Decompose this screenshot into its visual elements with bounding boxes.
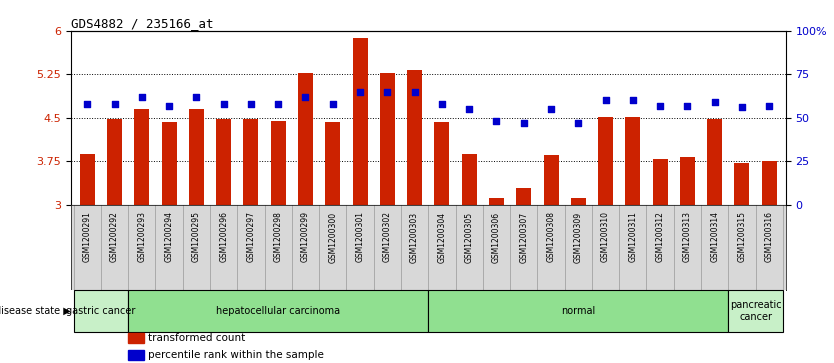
Point [380,89,394,95]
Point [189,94,203,100]
Point [571,120,585,126]
Bar [73,290,128,332]
Bar [680,157,695,205]
Text: GSM1200308: GSM1200308 [546,212,555,262]
Bar [435,122,450,205]
Point [463,106,476,112]
Bar [244,119,259,205]
Point [217,101,230,107]
Text: GSM1200302: GSM1200302 [383,212,392,262]
Point [545,106,558,112]
Text: GSM1200303: GSM1200303 [410,212,420,262]
Point [354,89,367,95]
Bar [428,290,728,332]
Text: GSM1200315: GSM1200315 [737,212,746,262]
Text: GSM1200292: GSM1200292 [110,212,119,262]
Bar [162,122,177,205]
Text: gastric cancer: gastric cancer [66,306,136,316]
Point [599,98,612,103]
Text: GSM1200299: GSM1200299 [301,212,310,262]
Text: hepatocellular carcinoma: hepatocellular carcinoma [216,306,340,316]
Bar [298,73,313,205]
Bar [128,333,143,343]
Point [762,103,776,109]
Bar [128,290,428,332]
Bar [407,70,422,205]
Point [654,103,667,109]
Bar [462,154,477,205]
Bar [128,350,143,360]
Text: GSM1200311: GSM1200311 [628,212,637,262]
Point [736,105,749,110]
Bar [761,161,776,205]
Text: GDS4882 / 235166_at: GDS4882 / 235166_at [71,17,214,30]
Text: GSM1200312: GSM1200312 [656,212,665,262]
Point [490,118,503,124]
Point [244,101,258,107]
Text: GSM1200304: GSM1200304 [437,212,446,262]
Text: GSM1200295: GSM1200295 [192,212,201,262]
Text: GSM1200298: GSM1200298 [274,212,283,262]
Text: GSM1200310: GSM1200310 [601,212,610,262]
Point [408,89,421,95]
Text: GSM1200307: GSM1200307 [520,212,528,262]
Text: GSM1200291: GSM1200291 [83,212,92,262]
Text: GSM1200309: GSM1200309 [574,212,583,262]
Bar [516,188,531,205]
Text: GSM1200314: GSM1200314 [711,212,719,262]
Point [517,120,530,126]
Bar [489,198,504,205]
Bar [188,109,203,205]
Bar [107,119,122,205]
Point [626,98,640,103]
Point [135,94,148,100]
Point [81,101,94,107]
Text: GSM1200316: GSM1200316 [765,212,774,262]
Bar [134,109,149,205]
Bar [325,122,340,205]
Text: GSM1200306: GSM1200306 [492,212,501,262]
Text: GSM1200300: GSM1200300 [329,212,337,262]
Bar [626,117,641,205]
Bar [379,73,394,205]
Text: GSM1200293: GSM1200293 [138,212,146,262]
Text: GSM1200305: GSM1200305 [465,212,474,262]
Bar [216,119,231,205]
Point [708,99,721,105]
Text: GSM1200297: GSM1200297 [246,212,255,262]
Text: percentile rank within the sample: percentile rank within the sample [148,350,324,360]
Point [108,101,121,107]
Point [326,101,339,107]
Text: transformed count: transformed count [148,333,245,343]
Bar [735,163,750,205]
Text: normal: normal [561,306,595,316]
Text: GSM1200296: GSM1200296 [219,212,229,262]
Bar [653,159,668,205]
Bar [544,155,559,205]
Point [681,103,694,109]
Text: GSM1200313: GSM1200313 [683,212,692,262]
Bar [598,117,613,205]
Bar [353,38,368,205]
Bar [707,119,722,205]
Text: GSM1200301: GSM1200301 [355,212,364,262]
Bar [570,198,585,205]
Bar [728,290,783,332]
Point [163,103,176,109]
Text: disease state ▶: disease state ▶ [0,306,70,316]
Point [299,94,312,100]
Point [435,101,449,107]
Bar [271,121,286,205]
Text: pancreatic
cancer: pancreatic cancer [730,300,781,322]
Point [272,101,285,107]
Bar [80,154,95,205]
Text: GSM1200294: GSM1200294 [164,212,173,262]
